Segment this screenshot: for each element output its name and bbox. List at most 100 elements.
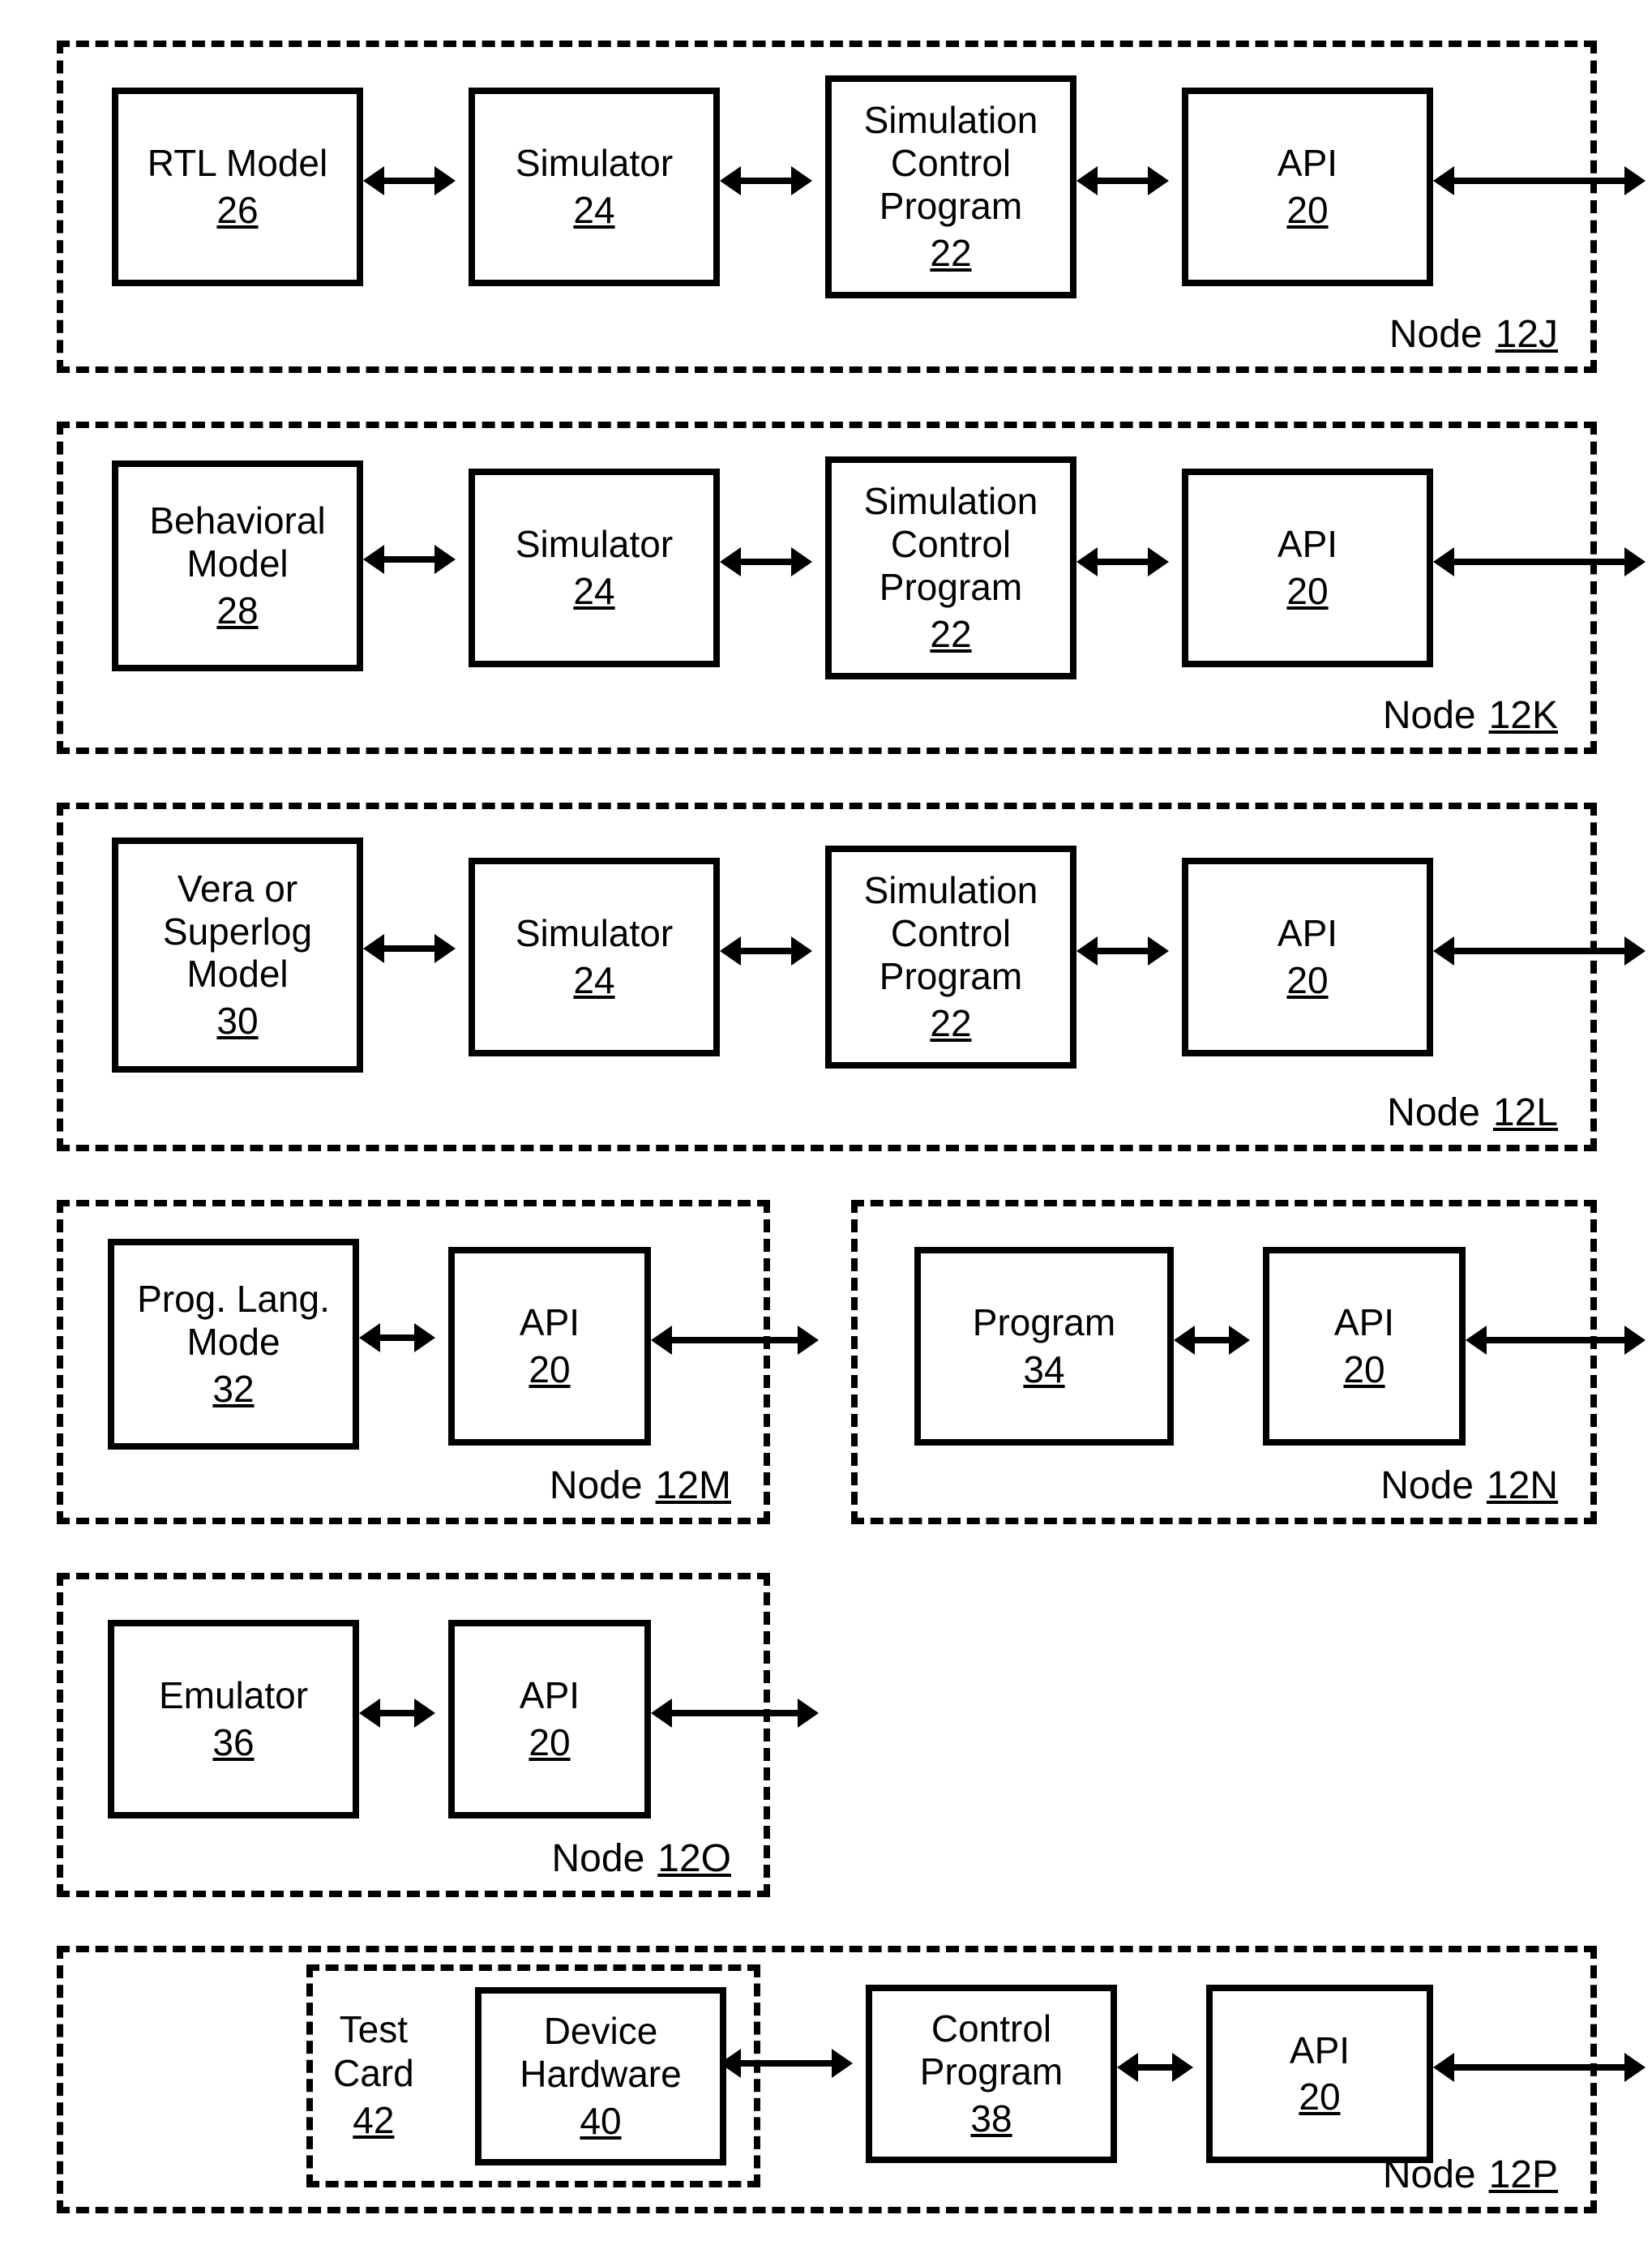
node-label: Node 12N: [1380, 1463, 1558, 1508]
bidir-arrow: [381, 556, 438, 563]
box-ref: 20: [1299, 2075, 1340, 2118]
diagram-box: API20: [1263, 1247, 1466, 1446]
box-ref: 30: [216, 999, 258, 1043]
box-text: Control: [891, 523, 1011, 566]
box-ref: 22: [930, 1001, 971, 1045]
bidir-arrow: [669, 1337, 801, 1343]
box-text: Program: [973, 1301, 1115, 1344]
diagram-box: SimulationControlProgram22: [825, 456, 1076, 679]
node-p: ControlProgram38API20TestCard42DeviceHar…: [57, 1946, 1597, 2213]
box-text: Simulator: [516, 912, 673, 955]
box-text: API: [1278, 912, 1337, 955]
box-text: Device: [544, 2010, 658, 2053]
box-text: Simulation: [864, 480, 1038, 523]
box-ref: 24: [573, 569, 614, 613]
diagram-box: API20: [1182, 469, 1433, 667]
diagram-box: DeviceHardware40: [475, 1987, 726, 2165]
node-l: Vera orSuperlogModel30Simulator24Simulat…: [57, 803, 1597, 1151]
diagram-box: API20: [448, 1620, 651, 1818]
node-label-word: Node: [1380, 1463, 1474, 1508]
box-ref: 20: [1286, 569, 1328, 613]
box-ref: 20: [1343, 1347, 1385, 1391]
node-label-word: Node: [552, 1836, 645, 1881]
box-ref: 24: [573, 958, 614, 1002]
box-text: Model: [186, 953, 288, 996]
box-text: API: [1278, 142, 1337, 185]
bidir-arrow: [1451, 2064, 1628, 2071]
node-label: Node12M: [550, 1463, 731, 1508]
box-ref: 20: [1286, 188, 1328, 232]
box-text: API: [520, 1301, 580, 1344]
box-text: Prog. Lang.: [137, 1278, 330, 1321]
box-text: Vera or: [178, 867, 297, 910]
diagram-box: API20: [1182, 858, 1433, 1056]
diagram-box: Prog. Lang.Mode32: [108, 1239, 359, 1450]
box-text: Program: [879, 185, 1022, 228]
diagram-box: RTL Model26: [112, 88, 363, 286]
box-ref: 34: [1023, 1347, 1064, 1391]
box-text: Program: [879, 566, 1022, 609]
node-label: Node12K: [1383, 693, 1558, 738]
bidir-arrow: [738, 178, 794, 184]
box-text: Simulation: [864, 99, 1038, 142]
inner-label-line: Test: [333, 2007, 414, 2051]
box-text: Simulator: [516, 142, 673, 185]
bidir-arrow: [738, 559, 794, 565]
node-label-ref: 12N: [1487, 1463, 1558, 1508]
bidir-arrow: [1192, 1337, 1232, 1343]
node-label-word: Node: [1383, 2153, 1476, 2197]
box-text: API: [1334, 1301, 1394, 1344]
node-label-ref: 12L: [1493, 1090, 1558, 1135]
inner-label-ref: 42: [333, 2098, 414, 2142]
node-label-word: Node: [1387, 1090, 1480, 1135]
box-ref: 36: [212, 1720, 254, 1764]
box-ref: 20: [529, 1720, 570, 1764]
box-ref: 40: [580, 2099, 621, 2143]
bidir-arrow: [377, 1710, 417, 1716]
box-text: Control: [891, 142, 1011, 185]
diagram-box: Emulator36: [108, 1620, 359, 1818]
box-text: Simulator: [516, 523, 673, 566]
box-ref: 20: [1286, 958, 1328, 1002]
node-label-ref: 12P: [1489, 2153, 1558, 2197]
bidir-arrow: [381, 178, 438, 184]
node-label-ref: 12K: [1489, 693, 1558, 738]
diagram-box: Simulator24: [469, 469, 720, 667]
bidir-arrow: [1451, 948, 1628, 954]
box-text: Simulation: [864, 869, 1038, 912]
node-label-word: Node: [550, 1463, 643, 1508]
diagram-box: ControlProgram38: [866, 1985, 1117, 2163]
bidir-arrow: [381, 945, 438, 952]
bidir-arrow: [1483, 1337, 1628, 1343]
box-text: API: [1278, 523, 1337, 566]
node-label: Node 12L: [1387, 1090, 1558, 1135]
bidir-arrow: [738, 2060, 835, 2067]
box-text: RTL Model: [148, 142, 327, 185]
box-text: Emulator: [159, 1674, 308, 1717]
box-text: Program: [920, 2050, 1063, 2093]
node-m: Prog. Lang.Mode32 API20 Node12M: [57, 1200, 770, 1524]
box-ref: 28: [216, 589, 258, 632]
bidir-arrow: [1135, 2064, 1175, 2071]
diagram-box: BehavioralModel28: [112, 461, 363, 671]
node-label-ref: 12J: [1496, 312, 1558, 357]
diagram-box: SimulationControlProgram22: [825, 75, 1076, 298]
node-label: Node12J: [1389, 312, 1558, 357]
box-text: Hardware: [520, 2053, 681, 2096]
box-text: Control: [891, 912, 1011, 955]
box-ref: 26: [216, 188, 258, 232]
box-text: API: [520, 1674, 580, 1717]
diagram-box: API20: [1182, 88, 1433, 286]
box-text: Model: [186, 542, 288, 585]
bidir-arrow: [377, 1334, 417, 1341]
diagram-box: API20: [448, 1247, 651, 1446]
node-n: Program34 API20 Node 12N: [851, 1200, 1597, 1524]
bidir-arrow: [1094, 559, 1151, 565]
box-text: Mode: [186, 1321, 280, 1364]
diagram-box: SimulationControlProgram22: [825, 846, 1076, 1069]
bidir-arrow: [669, 1710, 801, 1716]
inner-node: TestCard42DeviceHardware40: [306, 1964, 760, 2187]
node-k: BehavioralModel28 Simulator24 SimulationCo…: [57, 422, 1597, 754]
box-ref: 32: [212, 1367, 254, 1411]
diagram-box: Simulator24: [469, 88, 720, 286]
